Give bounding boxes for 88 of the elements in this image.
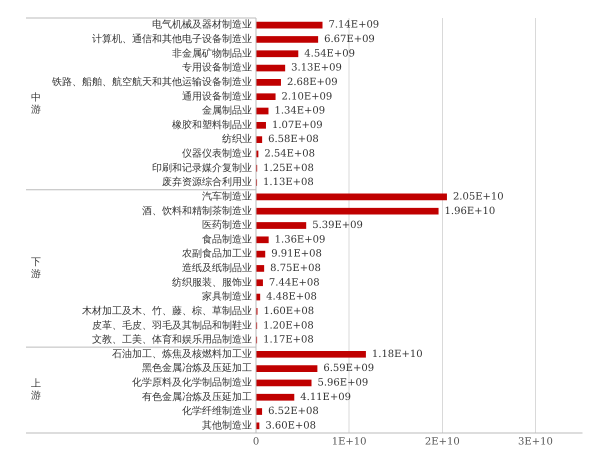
data-label: 7.44E+08 (268, 277, 320, 288)
data-label: 4.54E+09 (304, 48, 355, 60)
data-label: 1.96E+10 (444, 206, 496, 217)
y-tick-label: 其他制造业 (202, 419, 252, 432)
bar (256, 250, 266, 258)
x-tick-label: 0 (252, 436, 260, 448)
bar (256, 22, 323, 28)
bar (256, 350, 366, 358)
bar (256, 108, 268, 114)
bar (256, 380, 312, 386)
data-label: 1.13E+08 (263, 177, 314, 188)
bar (256, 365, 318, 372)
data-label: 1.17E+08 (263, 334, 314, 346)
text: 中游 (31, 91, 41, 116)
bar (256, 408, 262, 415)
x-tick-label: 1E+10 (332, 436, 367, 448)
y-tick-label: 化学原料及化学制品制造业 (132, 376, 252, 389)
data-label: 1.18E+10 (372, 348, 423, 360)
data-label: 5.39E+09 (312, 220, 363, 232)
data-label: 2.10E+09 (282, 91, 332, 102)
text: 下游 (31, 257, 41, 280)
y-tick-label: 汽车制造业 (202, 190, 252, 202)
bar (256, 136, 262, 143)
data-label: 1.20E+08 (263, 320, 314, 332)
data-label: 9.91E+08 (271, 248, 322, 260)
y-tick-label: 石油加工、炼焦及核燃料加工业 (112, 348, 252, 360)
y-tick-label: 皮革、毛皮、羽毛及其制品和制鞋业 (92, 319, 252, 332)
data-label: 6.52E+08 (268, 406, 319, 418)
data-label: 2.54E+08 (264, 148, 316, 160)
data-label: 6.58E+08 (268, 134, 319, 146)
y-tick-label: 专用设备制造业 (182, 62, 252, 74)
bar (256, 422, 260, 430)
bar (256, 79, 281, 86)
y-tick-label: 非金属矿物制品业 (172, 47, 252, 60)
bar (256, 122, 266, 129)
y-tick-label: 造纸及纸制品业 (182, 262, 252, 274)
data-label: 1.36E+09 (274, 234, 326, 246)
bar (256, 294, 260, 300)
bar (256, 265, 264, 272)
bar (256, 50, 298, 58)
bar (256, 36, 318, 43)
y-tick-label: 纺织服装、服饰业 (172, 276, 252, 288)
data-label: 6.67E+09 (324, 34, 375, 46)
y-tick-label: 化学纤维制造业 (182, 405, 252, 418)
y-tick-label: 黑色金属冶炼及压延加工 (142, 362, 252, 374)
y-tick-label: 废弃资源综合利用业 (162, 176, 252, 188)
data-label: 6.59E+09 (323, 363, 374, 374)
y-tick-label: 文教、工美、体育和娱乐用品制造业 (92, 334, 252, 346)
data-label: 3.60E+08 (265, 420, 316, 432)
x-tick-label: 2E+10 (424, 436, 460, 448)
data-label: 2.68E+09 (286, 76, 338, 88)
y-tick-label: 农副食品加工业 (182, 248, 252, 260)
data-label: 1.60E+08 (263, 306, 314, 317)
y-tick-label: 纺织业 (222, 133, 252, 146)
y-tick-label: 医药制造业 (202, 219, 252, 232)
data-label: 7.14E+09 (328, 20, 380, 31)
x-tick-label: 3E+10 (518, 436, 553, 448)
y-tick-label: 橡胶和塑料制品业 (172, 118, 252, 131)
data-label: 8.75E+08 (270, 263, 321, 274)
bar (256, 394, 294, 401)
bar (256, 222, 306, 229)
data-label: 4.11E+09 (300, 392, 351, 403)
text: 上游 (31, 378, 41, 402)
data-label: 1.07E+09 (272, 120, 323, 131)
y-tick-label: 计算机、通信和其他电子设备制造业 (92, 33, 252, 46)
bar (256, 93, 276, 100)
bar (256, 208, 439, 215)
data-label: 1.34E+09 (274, 106, 326, 117)
y-tick-label: 有色金属冶炼及压延加工 (142, 390, 252, 403)
bar (256, 236, 269, 244)
bar (256, 64, 286, 72)
data-label: 5.96E+09 (318, 378, 368, 389)
data-label: 2.05E+10 (452, 191, 504, 202)
bar (256, 194, 447, 200)
y-tick-label: 铁路、船舶、航空航天和其他运输设备制造业 (51, 76, 252, 88)
y-tick-label: 食品制造业 (202, 233, 252, 246)
y-tick-label: 电气机械及器材制造业 (152, 18, 252, 31)
y-tick-label: 酒、饮料和精制茶制造业 (142, 204, 252, 217)
y-tick-label: 金属制品业 (202, 104, 252, 117)
bar (256, 279, 263, 286)
data-label: 1.25E+08 (263, 162, 314, 174)
y-tick-label: 木材加工及木、竹、藤、棕、草制品业 (82, 304, 252, 317)
data-label: 4.48E+08 (266, 292, 317, 303)
data-label: 3.13E+09 (291, 62, 342, 74)
y-tick-label: 家具制造业 (202, 290, 252, 303)
y-tick-label: 通用设备制造业 (182, 90, 252, 102)
y-tick-label: 仪器仪表制造业 (182, 148, 252, 160)
y-tick-label: 印刷和记录媒介复制业 (152, 162, 252, 174)
